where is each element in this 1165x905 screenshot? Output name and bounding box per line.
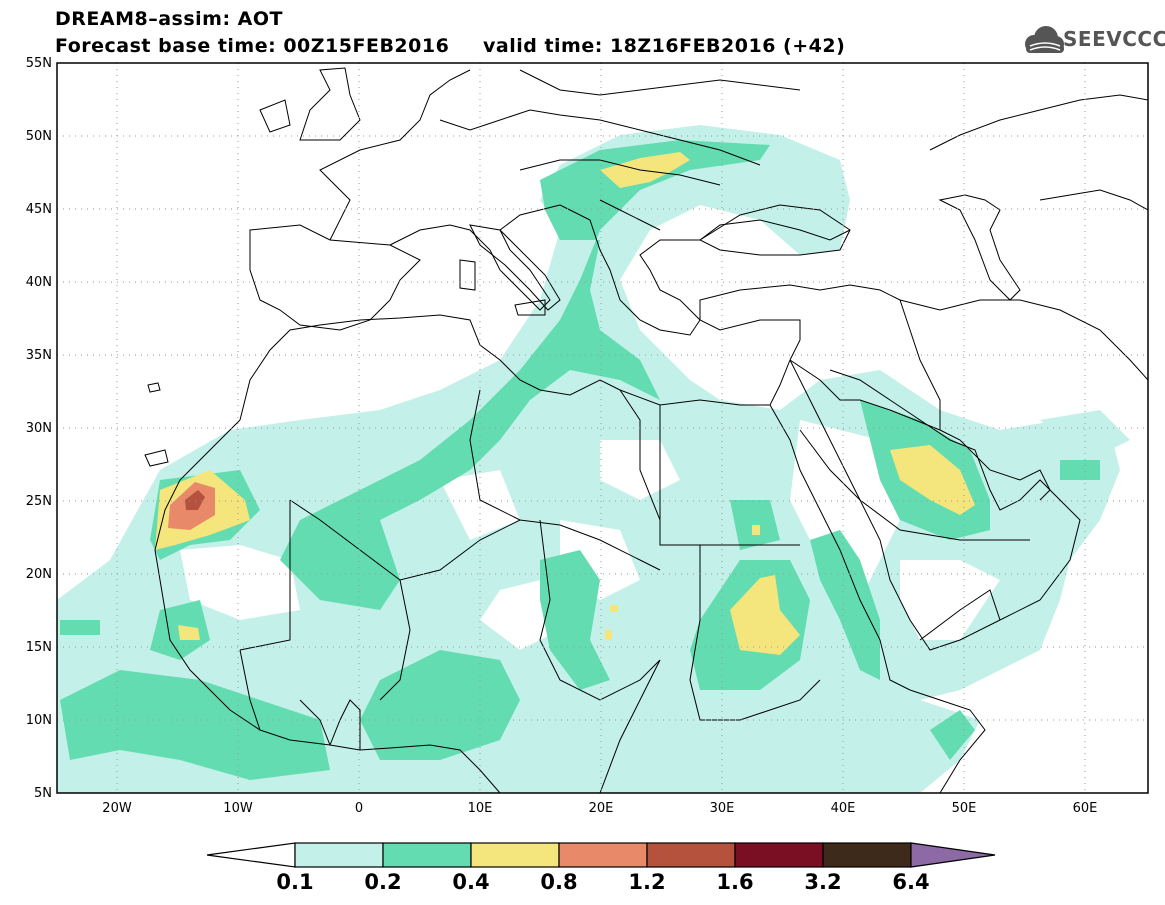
lon-label: 0 [355,801,363,816]
colorbar-label: 0.1 [276,870,314,894]
lat-label: 10N [26,713,52,728]
lat-label: 5N [34,786,52,801]
colorbar-label: 6.4 [892,870,930,894]
colorbar-swatch [822,842,912,868]
lon-label: 10E [468,801,493,816]
colorbar-swatch [382,842,472,868]
colorbar-arrow-high [910,842,996,868]
colorbar-swatch [646,842,736,868]
colorbar-label: 3.2 [804,870,842,894]
colorbar-swatch [294,842,384,868]
aot-level-1.2 [185,490,205,510]
colorbar-arrow-low [206,842,296,868]
lat-label: 40N [26,275,52,290]
lon-label: 60E [1073,801,1098,816]
lat-label: 15N [26,640,52,655]
colorbar-swatch [558,842,648,868]
colorbar-swatch [734,842,824,868]
lon-label: 20E [589,801,614,816]
forecast-base-time: Forecast base time: 00Z15FEB2016 [55,35,450,57]
lon-label: 50E [952,801,977,816]
valid-time: valid time: 18Z16FEB2016 (+42) [483,35,846,57]
lat-label: 45N [26,202,52,217]
logo-text: SEEVCCC [1063,27,1165,51]
latitude-labels: 55N 50N 45N 40N 35N 30N 25N 20N 15N 10N … [26,56,52,801]
colorbar-label: 0.2 [364,870,402,894]
lat-label: 35N [26,348,52,363]
lon-label: 40E [831,801,856,816]
lat-label: 30N [26,421,52,436]
cloud-logo-icon [1025,26,1064,53]
colorbar-label: 0.8 [540,870,578,894]
coastlines [144,67,1148,793]
longitude-labels: 20W 10W 0 10E 20E 30E 40E 50E 60E [102,801,1097,816]
lat-label: 20N [26,567,52,582]
lon-label: 10W [223,801,253,816]
map-title: DREAM8–assim: AOT [55,8,283,30]
colorbar-swatch [470,842,560,868]
lon-label: 20W [102,801,132,816]
colorbar-label: 1.2 [628,870,666,894]
lon-label: 30E [710,801,735,816]
lat-label: 25N [26,494,52,509]
lat-label: 50N [26,129,52,144]
colorbar-label: 1.6 [716,870,754,894]
map-frame [56,62,1149,794]
colorbar-label: 0.4 [452,870,490,894]
lat-label: 55N [26,56,52,71]
colorbar [206,842,996,868]
